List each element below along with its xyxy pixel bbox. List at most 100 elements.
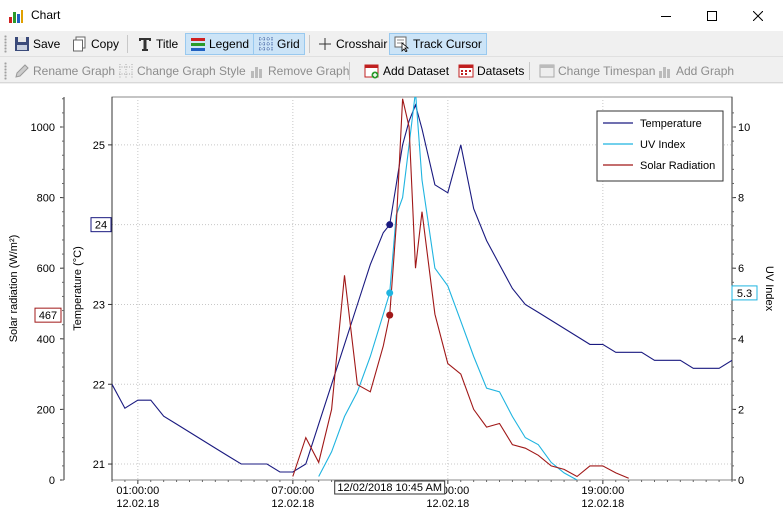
add-graph-label: Add Graph (676, 64, 735, 78)
track-cursor-icon (394, 36, 410, 52)
uv-cursor-point (386, 289, 394, 297)
rename-graph-label: Rename Graph (33, 64, 116, 78)
temperature-tick-label: 21 (93, 459, 105, 471)
floppy-disk-icon (15, 37, 29, 51)
grid-label: Grid (277, 37, 300, 51)
close-icon (753, 10, 763, 21)
solar-cursor-point (386, 311, 394, 319)
cursor-time-box (334, 480, 446, 495)
x-tick-label-date: 12.02.18 (581, 498, 624, 510)
temperature-tick-label: 22 (93, 379, 105, 391)
datasets-button[interactable]: Datasets (454, 60, 528, 82)
toolbar-separator (529, 62, 530, 80)
maximize-button[interactable] (689, 0, 735, 31)
remove-graph-label: Remove Graph (268, 64, 350, 78)
cursor-time-label: 12/02/2018 10:45 AM (337, 482, 442, 494)
rename-pencil-icon (15, 64, 29, 78)
add-dataset-label: Add Dataset (383, 64, 450, 78)
temperature-tick-label: 25 (93, 140, 105, 152)
cursor-uv-label: 5.3 (737, 288, 752, 300)
uv-tick-label: 2 (738, 404, 744, 416)
title-bar: Chart (0, 0, 783, 31)
datasets-label: Datasets (477, 64, 525, 78)
legend-entry-uv-index: UV Index (640, 139, 686, 151)
datasets-calendar-icon (458, 64, 474, 78)
crosshair-button[interactable]: Crosshair (313, 33, 391, 55)
solar-axis-label: Solar radiation (W/m²) (8, 235, 20, 343)
minimize-button[interactable] (643, 0, 689, 31)
x-tick-label-date: 12.02.18 (426, 498, 469, 510)
close-button[interactable] (735, 0, 781, 31)
copy-label: Copy (91, 37, 120, 51)
chart-area[interactable]: 01:00:00 12.02.18 07:00:00 12.02.18 13:00:00… (0, 84, 783, 516)
copy-button[interactable]: Copy (68, 33, 123, 55)
toolbar-separator (309, 35, 310, 53)
save-label: Save (33, 37, 61, 51)
uv-tick-label: 0 (738, 475, 744, 487)
minimize-icon (661, 15, 671, 17)
change-graph-style-button[interactable]: Change Graph Style (114, 60, 250, 82)
x-tick-label-time: 01:00:00 (116, 485, 159, 497)
chart-legend[interactable]: Temperature UV Index Solar Radiation (596, 110, 724, 182)
timespan-calendar-icon (539, 64, 555, 78)
text-title-icon (139, 38, 151, 51)
main-toolbar: Save Copy Title Legend Grid (0, 31, 783, 57)
solar-tick-label: 200 (37, 404, 55, 416)
temperature-axis-label: Temperature (°C) (72, 246, 84, 330)
legend-entry-temperature: Temperature (640, 118, 702, 130)
add-graph-icon (659, 67, 670, 78)
rename-graph-button[interactable]: Rename Graph (10, 60, 119, 82)
add-graph-button[interactable]: Add Graph (653, 60, 738, 82)
track-cursor-label: Track Cursor (413, 37, 482, 51)
solar-radiation-series-line (292, 98, 629, 479)
bar-chart-app-icon (9, 10, 23, 23)
solar-tick-label: 1000 (31, 122, 55, 134)
remove-graph-button[interactable]: Remove Graph (245, 60, 353, 82)
x-tick-label-date: 12.02.18 (116, 498, 159, 510)
cursor-temperature-box (90, 217, 112, 233)
solar-tick-label: 0 (49, 475, 55, 487)
graph-style-icon (119, 64, 133, 78)
chart-series (112, 97, 732, 480)
legend-toggle-button[interactable]: Legend (185, 33, 255, 55)
change-graph-style-label: Change Graph Style (137, 64, 246, 78)
legend-icon (191, 38, 205, 51)
cursor-solar-label: 467 (39, 310, 57, 322)
grid-icon (259, 37, 273, 51)
toolbar-separator (349, 62, 350, 80)
change-timespan-button[interactable]: Change Timespan (535, 60, 659, 82)
toolbar-grip[interactable] (4, 62, 7, 80)
title-button[interactable]: Title (133, 33, 182, 55)
window-title: Chart (31, 8, 61, 22)
graph-toolbar: Rename Graph Change Graph Style Remove G… (0, 58, 783, 83)
uv-axis-label: UV Index (763, 266, 775, 312)
remove-graph-icon (251, 67, 262, 78)
solar-tick-label: 600 (37, 263, 55, 275)
chart-axes: 01:00:0012.02.1807:00:0012.02.1813:00:00… (8, 97, 775, 510)
uv-tick-label: 4 (738, 334, 744, 346)
x-tick-label-time: 19:00:00 (581, 485, 624, 497)
temperature-tick-label: 23 (93, 299, 105, 311)
cursor-solar-box (34, 307, 62, 323)
cursor-uv-box (731, 285, 758, 301)
toolbar-grip[interactable] (4, 35, 7, 53)
temperature-series-line (112, 103, 732, 473)
uv-tick-label: 8 (738, 193, 744, 205)
change-timespan-label: Change Timespan (558, 64, 656, 78)
uv-tick-label: 10 (738, 122, 750, 134)
line-chart[interactable]: 01:00:0012.02.1807:00:0012.02.1813:00:00… (0, 84, 783, 516)
cursor-temperature-label: 24 (95, 220, 107, 232)
add-dataset-calendar-icon (364, 64, 379, 79)
title-label: Title (156, 37, 179, 51)
solar-tick-label: 800 (37, 193, 55, 205)
add-dataset-button[interactable]: Add Dataset (360, 60, 453, 82)
save-button[interactable]: Save (10, 33, 64, 55)
x-tick-label-time: 07:00:00 (271, 485, 314, 497)
grid-toggle-button[interactable]: Grid (253, 33, 305, 55)
uv-tick-label: 6 (738, 263, 744, 275)
track-cursor-button[interactable]: Track Cursor (389, 33, 487, 55)
crosshair-label: Crosshair (336, 37, 388, 51)
legend-entry-solar-radiation: Solar Radiation (640, 160, 715, 172)
